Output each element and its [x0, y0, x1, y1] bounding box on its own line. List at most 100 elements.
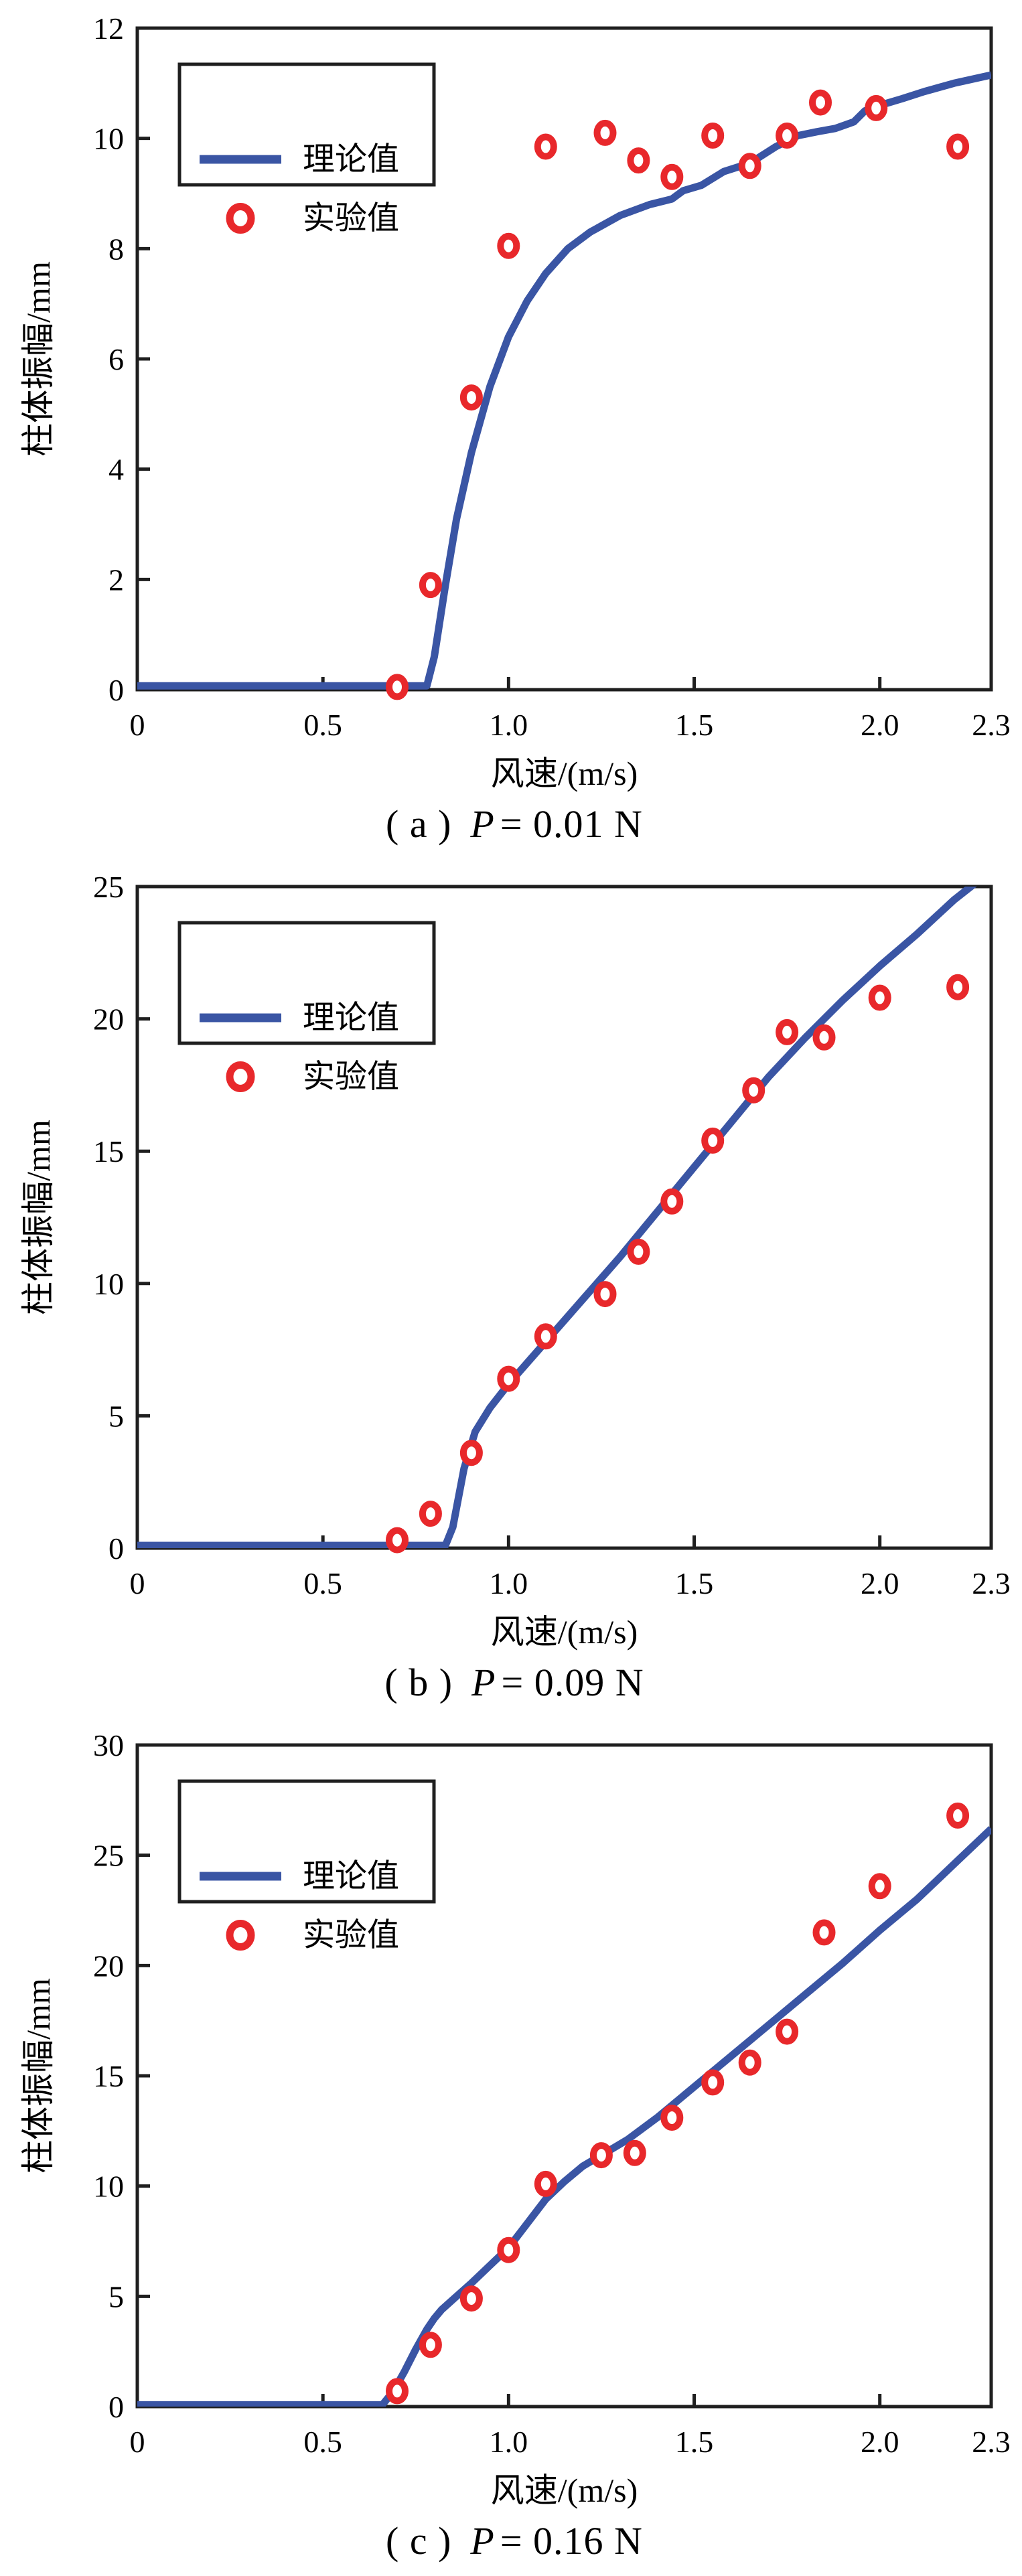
chart-a-canvas: 0 0.5 1.0 1.5 2.0 2.3 0 2 4 6 8 10 12 风速/(m/s) 柱体振幅/mm…: [19, 11, 1011, 792]
x-tick-label: 2.0: [861, 2425, 899, 2459]
caption-variable: P: [470, 802, 495, 846]
experiment-marker: [776, 2018, 799, 2045]
experiment-marker: [497, 2237, 520, 2263]
caption-index: ( c ): [386, 2519, 452, 2563]
legend-label-theory: 理论值: [303, 1859, 399, 1894]
y-axis-label: 柱体振幅/mm: [19, 261, 57, 457]
chart-a-caption: ( a ) P = 0.01 N: [0, 795, 1022, 858]
experiment-marker: [701, 123, 725, 149]
caption-variable: P: [470, 2519, 495, 2563]
experiment-marker: [865, 94, 888, 121]
theory-line: [137, 1826, 991, 2407]
experiment-points: [386, 89, 970, 700]
chart-b: 0 0.5 1.0 1.5 2.0 2.3 0 5 10 15 20 25 风速/(m/s) 柱体振幅/m…: [0, 858, 1022, 1717]
experiment-marker: [623, 2139, 646, 2166]
chart-c-caption: ( c ) P = 0.16 N: [0, 2512, 1022, 2575]
x-axis-label: 风速/(m/s): [491, 1613, 638, 1651]
experiment-marker: [738, 153, 761, 179]
experiment-marker: [868, 984, 891, 1011]
chart-a: 0 0.5 1.0 1.5 2.0 2.3 0 2 4 6 8 10 12 风速/(m/s) 柱体振幅/mm…: [0, 0, 1022, 858]
y-tick-label: 10: [93, 122, 124, 156]
y-tick-label: 10: [93, 2170, 124, 2204]
legend-box: [177, 1779, 436, 1904]
experiment-marker: [812, 1024, 836, 1051]
experiment-marker: [946, 1802, 970, 1829]
chart-c: 0 0.5 1.0 1.5 2.0 2.3 0 5 10 15 20 25 30 风速/(m/s) 柱体振幅…: [0, 1717, 1022, 2575]
axis-frame: [135, 885, 993, 1550]
caption-value: = 0.01 N: [500, 802, 643, 846]
x-tick-label: 1.5: [675, 2425, 714, 2459]
chart-c-canvas: 0 0.5 1.0 1.5 2.0 2.3 0 5 10 15 20 25 30 风速/(m/s) 柱体振幅…: [19, 1728, 1011, 2509]
y-tick-label: 30: [93, 1728, 124, 1762]
legend-box: [177, 62, 436, 187]
experiment-marker: [459, 2285, 483, 2312]
experiment-marker: [868, 1873, 891, 1900]
legend-marker-sample: [226, 1061, 255, 1092]
experiment-marker: [419, 2332, 442, 2358]
x-tick-label: 2.3: [972, 708, 1011, 742]
experiment-marker: [386, 1527, 409, 1554]
y-tick-label: 25: [93, 870, 124, 904]
axis-frame: [135, 1743, 993, 2409]
experiment-marker: [459, 1440, 483, 1466]
experiment-points: [386, 1802, 970, 2405]
experiment-marker: [660, 163, 684, 190]
x-tick-label: 1.0: [490, 708, 528, 742]
y-tick-label: 5: [108, 1399, 124, 1433]
experiment-marker: [497, 1365, 520, 1392]
y-tick-label: 25: [93, 1839, 124, 1873]
legend-label-theory: 理论值: [303, 142, 399, 177]
experiment-marker: [593, 1281, 617, 1308]
experiment-points: [386, 974, 970, 1554]
experiment-marker: [738, 2049, 761, 2076]
experiment-marker: [497, 232, 520, 259]
experiment-marker: [627, 1238, 650, 1265]
y-tick-label: 5: [108, 2279, 124, 2314]
experiment-marker: [812, 1919, 836, 1946]
y-tick-label: 10: [93, 1267, 124, 1301]
y-axis-label: 柱体振幅/mm: [19, 1120, 57, 1315]
x-tick-label: 0.5: [303, 2425, 342, 2459]
experiment-marker: [660, 1188, 684, 1215]
experiment-marker: [419, 1501, 442, 1527]
y-tick-label: 15: [93, 1134, 124, 1168]
theory-line: [137, 71, 991, 690]
experiment-marker: [386, 674, 409, 700]
x-axis-label: 风速/(m/s): [491, 2472, 638, 2509]
caption-value: = 0.09 N: [501, 1661, 644, 1704]
experiment-marker: [660, 2105, 684, 2131]
y-tick-label: 12: [93, 11, 124, 46]
legend-marker-sample: [226, 203, 255, 234]
y-tick-label: 20: [93, 1949, 124, 1983]
x-tick-label: 0: [130, 1566, 145, 1600]
experiment-marker: [589, 2142, 613, 2169]
y-tick-label: 2: [108, 562, 124, 597]
legend-label-experiment: 实验值: [303, 1918, 399, 1953]
x-tick-label: 1.5: [675, 1566, 714, 1600]
x-tick-label: 1.0: [490, 1566, 528, 1600]
legend-label-experiment: 实验值: [303, 201, 399, 236]
experiment-marker: [419, 572, 442, 599]
y-tick-label: 0: [108, 2390, 124, 2424]
x-tick-label: 2.3: [972, 1566, 1011, 1600]
chart-b-caption: ( b ) P = 0.09 N: [0, 1654, 1022, 1717]
experiment-marker: [742, 1077, 765, 1104]
experiment-marker: [776, 1018, 799, 1045]
x-tick-label: 1.0: [490, 2425, 528, 2459]
x-tick-label: 0: [130, 708, 145, 742]
chart-b-canvas: 0 0.5 1.0 1.5 2.0 2.3 0 5 10 15 20 25 风速/(m/s) 柱体振幅/m…: [19, 870, 1011, 1651]
x-tick-label: 2.0: [861, 1566, 899, 1600]
legend-box: [177, 921, 436, 1045]
x-tick-label: 2.0: [861, 708, 899, 742]
x-tick-label: 0: [130, 2425, 145, 2459]
x-tick-label: 0.5: [303, 708, 342, 742]
y-axis-label: 柱体振幅/mm: [19, 1978, 57, 2174]
x-axis-label: 风速/(m/s): [491, 755, 638, 792]
y-tick-label: 8: [108, 232, 124, 266]
caption-variable: P: [471, 1661, 496, 1704]
x-tick-label: 2.3: [972, 2425, 1011, 2459]
legend-label-theory: 理论值: [303, 1000, 399, 1036]
experiment-marker: [776, 123, 799, 149]
y-tick-label: 0: [108, 673, 124, 707]
